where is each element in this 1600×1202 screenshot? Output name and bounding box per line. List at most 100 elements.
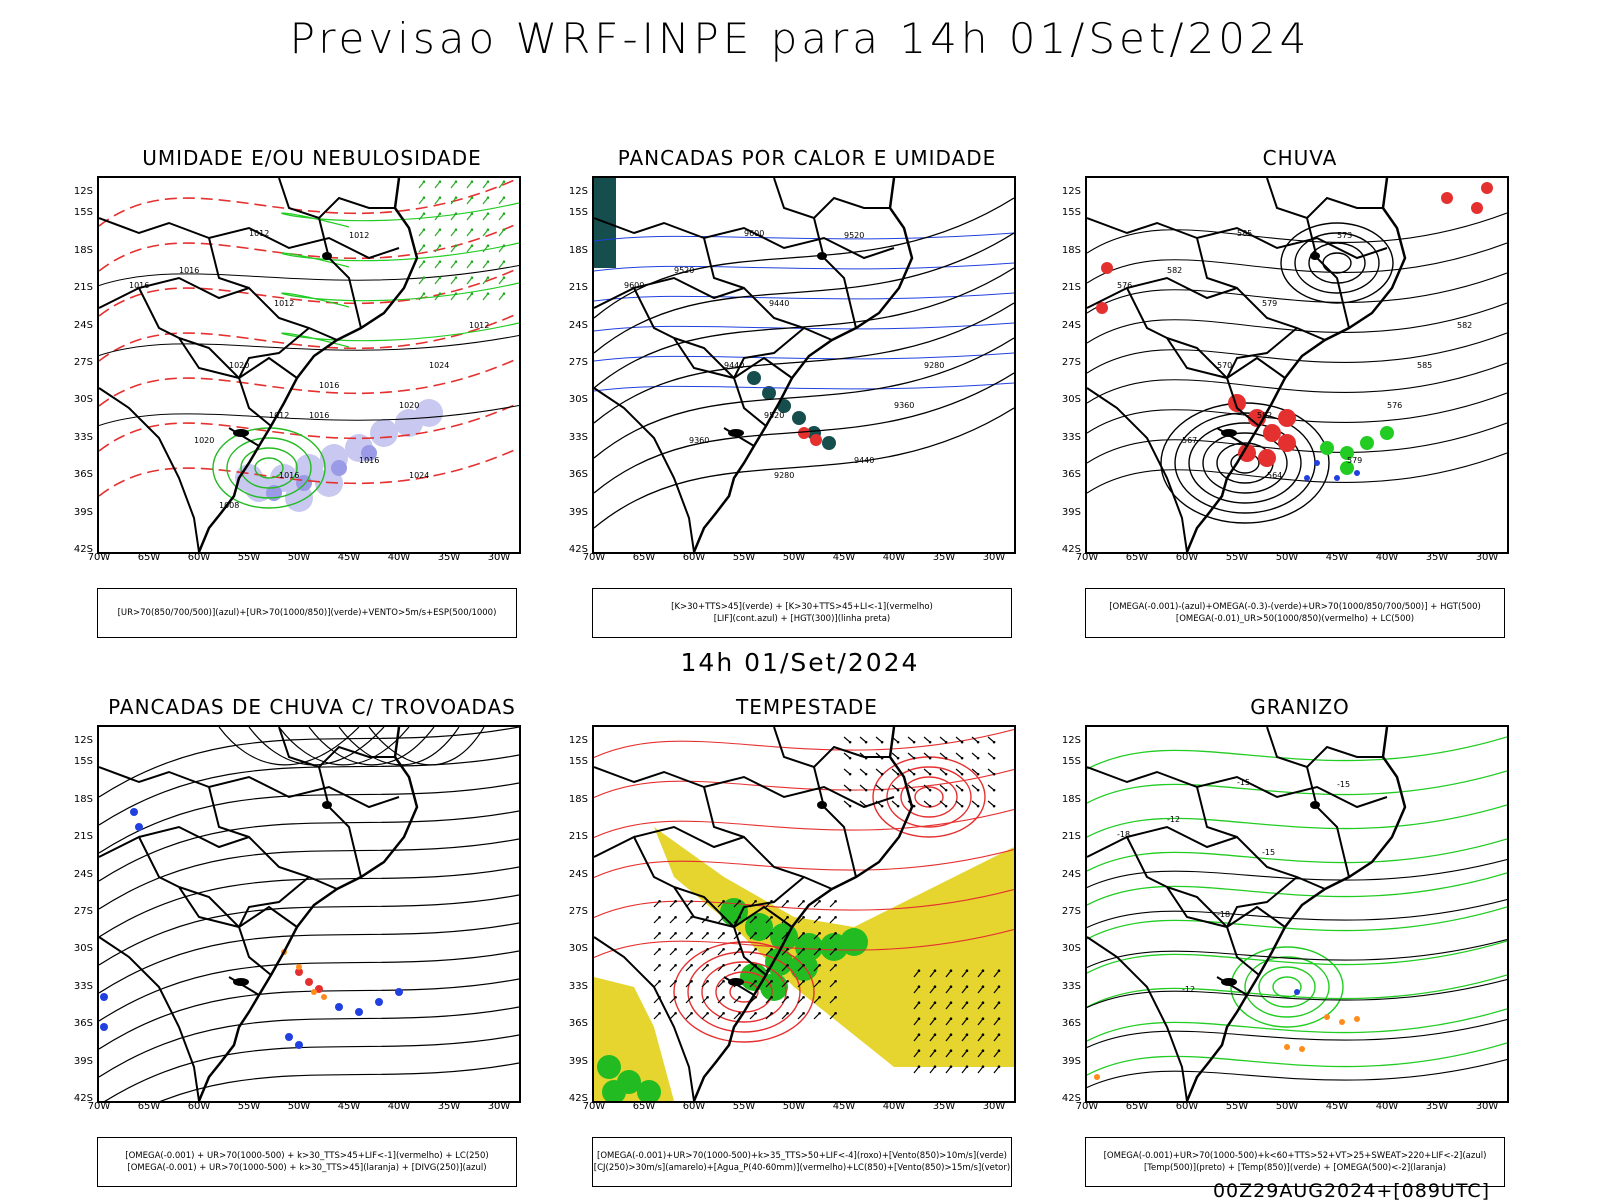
panel-title: TEMPESTADE xyxy=(736,695,878,719)
cyclone-contour xyxy=(1188,422,1302,504)
contour-label: -18 xyxy=(1117,830,1130,839)
shaded-region xyxy=(305,978,313,986)
wind-vector xyxy=(781,916,789,924)
wind-vector-head xyxy=(949,1001,953,1005)
wind-vector xyxy=(913,986,920,994)
wind-vector xyxy=(418,245,425,253)
lat-tick-label: 12S xyxy=(73,735,93,746)
lon-tick-label: 70W xyxy=(582,1101,606,1112)
wind-vector-head xyxy=(992,740,996,744)
wind-vector-head xyxy=(917,1065,921,1069)
wind-vector-head xyxy=(976,804,980,808)
wind-vector-head xyxy=(674,995,677,999)
country-border xyxy=(1087,936,1188,1101)
streamline xyxy=(99,810,519,882)
country-border xyxy=(1216,427,1248,447)
cyclone-contour xyxy=(687,951,801,1033)
wind-vector-head xyxy=(722,995,725,999)
wind-vector xyxy=(955,768,963,775)
wind-vector-head xyxy=(912,804,916,808)
lon-tick-label: 40W xyxy=(387,1101,411,1112)
wind-vector-head xyxy=(438,180,442,184)
wind-vector xyxy=(717,948,725,956)
wind-vector-head xyxy=(706,995,709,999)
contour-label: 1020 xyxy=(399,401,419,410)
contour-label: -12 xyxy=(1167,815,1180,824)
wind-vector xyxy=(977,1018,984,1026)
lat-tick-label: 36S xyxy=(73,469,93,481)
panel-title: UMIDADE E/OU NEBULOSIDADE xyxy=(142,146,482,170)
wind-vector xyxy=(829,916,837,924)
wind-vector xyxy=(482,277,489,285)
lon-tick-label: 70W xyxy=(582,552,606,563)
wind-vector xyxy=(813,996,821,1004)
wind-vector xyxy=(939,800,947,807)
country-border xyxy=(208,237,250,289)
wind-vector-head xyxy=(486,180,490,184)
contour-line xyxy=(1087,332,1507,374)
cyclone-contour xyxy=(254,457,284,479)
map-canvas: 9600952094409600952094409360928095209440… xyxy=(594,178,1014,552)
lon-tick-label: 35W xyxy=(1425,1101,1449,1112)
lake xyxy=(233,978,249,986)
lake xyxy=(322,801,332,809)
country-border xyxy=(733,327,805,379)
wind-vector xyxy=(669,964,677,972)
shaded-region xyxy=(1380,426,1394,440)
wind-vector xyxy=(971,800,979,807)
wind-vector xyxy=(466,245,473,253)
wind-vector-head xyxy=(818,915,821,919)
wind-vector xyxy=(466,261,473,269)
wind-vector-head xyxy=(928,772,932,776)
contour-label: 570 xyxy=(1217,361,1232,370)
wind-vector xyxy=(797,980,805,988)
lon-tick-label: 70W xyxy=(87,552,111,563)
wind-vector-head xyxy=(834,963,837,967)
wind-vector-head xyxy=(834,931,837,935)
wind-vector-head xyxy=(470,212,474,216)
country-border xyxy=(1196,786,1238,838)
lake xyxy=(817,801,827,809)
wind-vector-head xyxy=(933,1033,937,1037)
longitude-axis: 70W 65W 60W 55W 50W 45W 40W 35W 30W xyxy=(1076,1101,1509,1115)
wind-vector-head xyxy=(802,963,805,967)
wind-vector xyxy=(797,1012,805,1020)
contour-line xyxy=(1087,736,1507,770)
latitude-axis: 12S 15S 18S 21S 24S 27S 30S 33S 36S 39S 42S xyxy=(548,176,588,555)
contour-label: 9600 xyxy=(624,281,644,290)
lat-tick-label: 18S xyxy=(73,793,93,805)
wind-vector xyxy=(781,900,789,908)
wind-vector xyxy=(498,181,505,189)
wind-vector-head xyxy=(802,899,805,903)
wind-vector-head xyxy=(422,244,426,248)
map-frame xyxy=(97,725,521,1103)
wind-vector-head xyxy=(658,899,661,903)
wind-vector-head xyxy=(738,963,741,967)
wind-vector-head xyxy=(454,180,458,184)
wind-vector xyxy=(482,181,489,189)
contour-label: 585 xyxy=(1237,229,1252,238)
contour-label: 1012 xyxy=(274,299,294,308)
contour-line xyxy=(594,768,1014,799)
wind-vector-head xyxy=(706,915,709,919)
wind-vector-head xyxy=(912,756,916,760)
wind-vector-head xyxy=(949,1033,953,1037)
wind-vector-head xyxy=(834,947,837,951)
wind-vector-head xyxy=(690,963,693,967)
wind-vector xyxy=(450,261,457,269)
wind-vector-head xyxy=(997,1017,1001,1021)
wind-vector xyxy=(781,964,789,972)
shaded-region xyxy=(321,994,327,1000)
wind-vector xyxy=(923,752,931,759)
wind-vector xyxy=(765,1012,773,1020)
wind-vector-head xyxy=(896,804,900,808)
lon-tick-label: 65W xyxy=(137,1101,161,1112)
wind-vector xyxy=(945,986,952,994)
wind-vector-head xyxy=(722,947,725,951)
shaded-region xyxy=(762,386,776,400)
lat-tick-label: 12S xyxy=(568,186,588,197)
streamline xyxy=(99,950,519,1022)
wind-vector xyxy=(450,245,457,253)
wind-vector xyxy=(945,1066,952,1074)
wind-vector-head xyxy=(848,756,852,760)
